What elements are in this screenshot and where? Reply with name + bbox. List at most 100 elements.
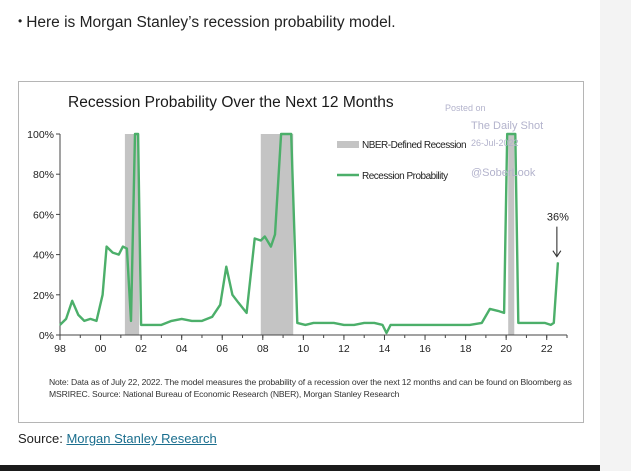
- probability-point: [65, 318, 67, 320]
- page-right-margin: [600, 0, 631, 471]
- probability-point: [101, 294, 104, 296]
- probability-point: [290, 133, 292, 135]
- intro-text: Here is Morgan Stanley’s recession proba…: [26, 14, 396, 31]
- probability-point: [106, 245, 108, 248]
- watermark-posted-on: Posted on: [445, 103, 486, 113]
- probability-point: [408, 324, 410, 326]
- chart-note: Note: Data as of July 22, 2022. The mode…: [49, 377, 572, 399]
- probability-point: [237, 302, 240, 304]
- probability-point: [550, 324, 552, 326]
- intro-bullet: • Here is Morgan Stanley’s recession prob…: [18, 14, 396, 32]
- chart-axes: [59, 134, 567, 336]
- probability-point: [201, 320, 203, 322]
- probability-point: [264, 235, 266, 238]
- recession-bands: [124, 134, 515, 335]
- probability-point: [122, 245, 124, 248]
- x-tick-label: 22: [541, 343, 553, 355]
- source-line: Source: Morgan Stanley Research: [18, 431, 217, 446]
- probability-point: [373, 322, 375, 324]
- probability-point: [191, 320, 193, 322]
- probability-point: [152, 324, 154, 326]
- bullet-marker: •: [18, 14, 23, 28]
- probability-point: [286, 133, 288, 135]
- probability-point: [385, 332, 388, 334]
- x-tick-label: 02: [135, 343, 147, 355]
- recession-band-2: [508, 134, 515, 335]
- y-tick-label: 60%: [33, 209, 54, 221]
- watermark-handle: @SoberLook: [471, 167, 536, 179]
- chart-legend: NBER-Defined Recession Recession Probabi…: [337, 140, 467, 182]
- probability-point: [280, 133, 282, 135]
- probability-point: [312, 322, 315, 324]
- chart-series: [59, 132, 560, 335]
- x-tick-label: 08: [257, 343, 269, 355]
- probability-point: [389, 324, 392, 326]
- probability-point: [254, 237, 256, 240]
- probability-point: [296, 322, 298, 324]
- annotation-label: 36%: [547, 212, 569, 224]
- annotation-arrow-head: [552, 250, 562, 258]
- probability-point: [225, 266, 227, 268]
- probability-point: [343, 324, 345, 326]
- probability-point: [489, 308, 491, 310]
- y-tick-label: 80%: [33, 169, 54, 181]
- x-tick-label: 12: [338, 343, 350, 355]
- probability-point: [130, 320, 132, 322]
- y-tick-label: 100%: [27, 129, 54, 141]
- probability-point: [363, 322, 365, 324]
- watermark: Posted on The Daily Shot 26-Jul-2022 @So…: [445, 103, 543, 179]
- probability-point: [557, 262, 559, 264]
- x-tick-label: 04: [176, 343, 188, 355]
- probability-point: [304, 324, 306, 326]
- y-tick-label: 0%: [39, 330, 54, 342]
- probability-point: [89, 318, 92, 320]
- probability-point: [146, 324, 148, 326]
- probability-point: [514, 133, 516, 135]
- x-axis-ticks: 98 00 02 04 06 08 10 12 14 16 18 20 22: [54, 335, 568, 355]
- probability-point: [544, 322, 546, 324]
- y-axis-ticks: 0% 20% 40% 60% 80% 100%: [27, 129, 60, 342]
- probability-point: [270, 245, 272, 248]
- probability-point: [95, 320, 98, 322]
- chart-annotations: 36%: [547, 212, 569, 258]
- probability-point: [535, 322, 538, 324]
- legend-label-recession: NBER-Defined Recession: [362, 140, 466, 151]
- probability-point: [323, 322, 325, 324]
- x-tick-label: 98: [54, 343, 66, 355]
- x-tick-label: 00: [95, 343, 107, 355]
- y-tick-label: 20%: [33, 290, 54, 302]
- y-tick-label: 40%: [33, 250, 54, 262]
- watermark-date: 26-Jul-2022: [471, 138, 519, 148]
- probability-point: [59, 324, 61, 326]
- probability-point: [77, 314, 79, 316]
- probability-point: [118, 254, 120, 256]
- probability-point: [134, 133, 136, 135]
- probability-point: [517, 322, 519, 324]
- source-link[interactable]: Morgan Stanley Research: [66, 431, 217, 446]
- probability-point: [497, 310, 499, 312]
- x-tick-label: 06: [216, 343, 228, 355]
- probability-point: [432, 324, 434, 326]
- probability-point: [126, 247, 128, 250]
- probability-point: [456, 324, 459, 326]
- legend-swatch-recession: [337, 141, 359, 148]
- probability-point: [333, 322, 335, 324]
- watermark-site: The Daily Shot: [471, 120, 543, 132]
- probability-point: [181, 318, 183, 320]
- bottom-divider: [0, 465, 600, 471]
- chart-title: Recession Probability Over the Next 12 M…: [68, 94, 394, 111]
- probability-point: [112, 251, 114, 254]
- probability-point: [140, 324, 142, 326]
- probability-point: [170, 320, 173, 322]
- x-tick-label: 18: [460, 343, 472, 355]
- probability-point: [510, 133, 512, 135]
- probability-point: [71, 300, 73, 302]
- recession-band-1: [260, 134, 294, 335]
- probability-point: [553, 322, 555, 324]
- chart-container: Recession Probability Over the Next 12 M…: [18, 81, 584, 423]
- probability-point: [381, 324, 384, 326]
- probability-point: [211, 316, 213, 318]
- probability-point: [274, 233, 276, 236]
- probability-point: [506, 133, 508, 135]
- probability-point: [398, 324, 400, 326]
